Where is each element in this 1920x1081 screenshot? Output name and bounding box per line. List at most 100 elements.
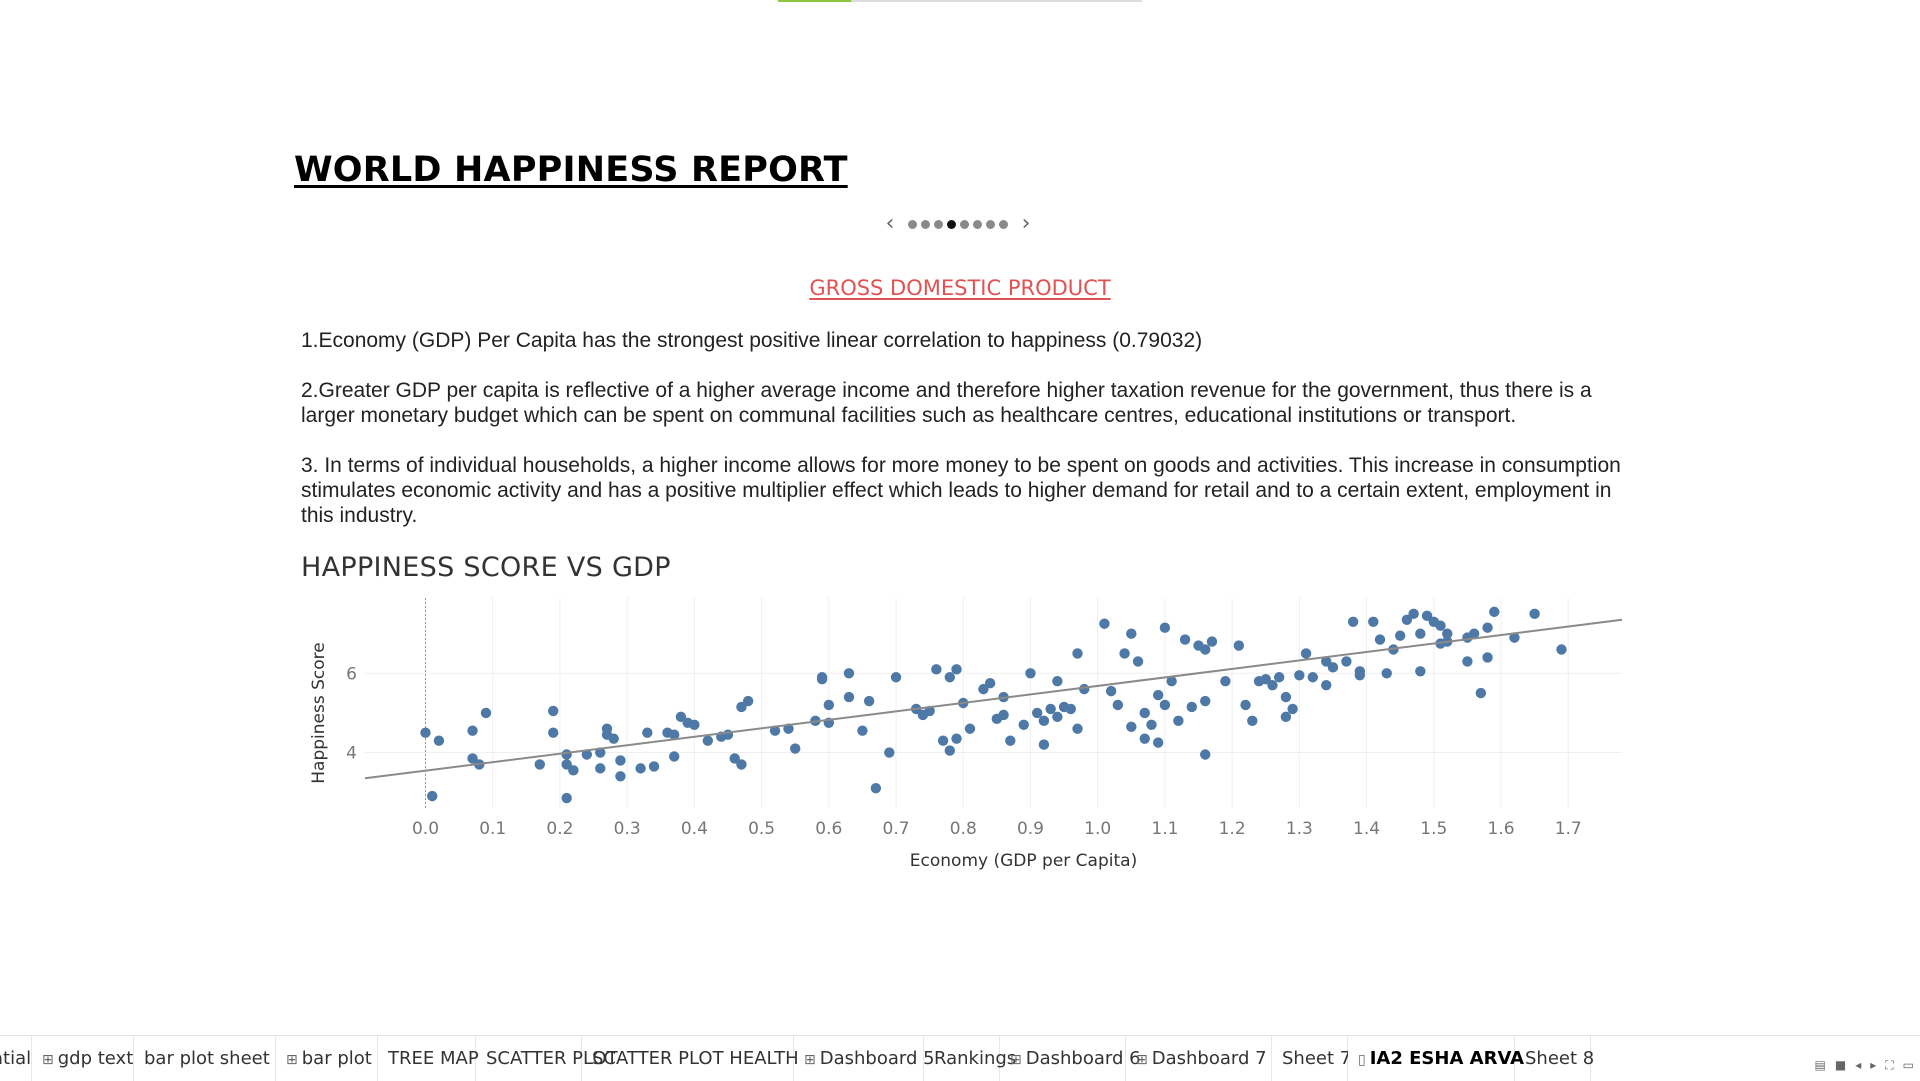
data-point[interactable] <box>1408 608 1419 620</box>
data-point[interactable] <box>1394 630 1406 641</box>
data-point[interactable] <box>1421 610 1433 622</box>
story-dot[interactable] <box>908 219 917 229</box>
data-point[interactable] <box>1152 737 1164 748</box>
data-point[interactable] <box>890 672 902 683</box>
sheet-tab[interactable]: Sheet 7 <box>1272 1036 1351 1081</box>
data-point[interactable] <box>1173 715 1184 727</box>
data-point[interactable] <box>1146 719 1157 730</box>
data-point[interactable] <box>823 699 835 711</box>
scroll-left-icon[interactable]: ◂ <box>1855 1058 1862 1072</box>
sheet-tab[interactable]: ⊞ Dashboard 5 <box>794 1036 935 1081</box>
data-point[interactable] <box>427 790 438 802</box>
data-point[interactable] <box>1321 679 1332 691</box>
data-point[interactable] <box>1220 676 1231 687</box>
data-point[interactable] <box>870 782 882 794</box>
data-point[interactable] <box>1038 739 1050 750</box>
data-point[interactable] <box>978 683 989 695</box>
sheet-sorter-icon[interactable]: ▤ <box>1814 1058 1826 1072</box>
data-point[interactable] <box>689 719 700 730</box>
data-point[interactable] <box>937 735 949 746</box>
data-point[interactable] <box>1052 676 1063 687</box>
data-point[interactable] <box>1139 707 1150 719</box>
data-point[interactable] <box>1119 648 1130 659</box>
data-point[interactable] <box>1065 703 1077 715</box>
data-point[interactable] <box>1031 707 1043 719</box>
data-point[interactable] <box>615 771 626 782</box>
data-point[interactable] <box>1179 634 1191 645</box>
sheet-tab[interactable]: ▯ IA2 ESHA ARVA <box>1348 1036 1524 1081</box>
data-point[interactable] <box>648 761 660 772</box>
data-point[interactable] <box>702 735 714 746</box>
data-point[interactable] <box>1273 672 1285 683</box>
data-point[interactable] <box>1260 674 1271 685</box>
data-point[interactable] <box>1462 656 1473 667</box>
sheet-tab[interactable]: ⊞ Dashboard 7 <box>1126 1036 1272 1081</box>
scroll-right-icon[interactable]: ▸ <box>1870 1058 1877 1072</box>
data-point[interactable] <box>420 727 431 738</box>
data-point[interactable] <box>467 753 478 764</box>
data-point[interactable] <box>1240 699 1251 711</box>
data-point[interactable] <box>1280 691 1292 703</box>
data-point[interactable] <box>736 759 747 770</box>
data-point[interactable] <box>998 709 1009 721</box>
data-point[interactable] <box>480 707 492 719</box>
sheet-tab[interactable]: bar plot sheet <box>134 1036 276 1081</box>
data-point[interactable] <box>951 733 962 744</box>
data-point[interactable] <box>675 711 687 723</box>
data-point[interactable] <box>1072 723 1083 734</box>
data-point[interactable] <box>601 723 613 734</box>
data-point[interactable] <box>1166 676 1177 687</box>
story-dot[interactable] <box>986 219 995 229</box>
data-point[interactable] <box>931 664 942 675</box>
data-point[interactable] <box>1300 648 1312 659</box>
sheet-tab[interactable]: ⊞ gdp text <box>32 1036 134 1081</box>
data-point[interactable] <box>1200 749 1211 760</box>
data-point[interactable] <box>608 733 619 744</box>
data-point[interactable] <box>1509 632 1520 643</box>
data-point[interactable] <box>1233 640 1245 651</box>
data-point[interactable] <box>561 792 572 804</box>
data-point[interactable] <box>1112 699 1124 711</box>
data-point[interactable] <box>1556 644 1567 655</box>
data-point[interactable] <box>1206 636 1218 647</box>
data-point[interactable] <box>1321 656 1332 667</box>
data-point[interactable] <box>1415 628 1426 639</box>
data-point[interactable] <box>581 749 593 760</box>
story-dot[interactable] <box>921 219 930 229</box>
data-point[interactable] <box>1072 648 1083 659</box>
sheet-tab[interactable]: SCATTER PLOT <box>476 1036 618 1081</box>
data-point[interactable] <box>561 749 572 760</box>
sheet-tab[interactable]: SCATTER PLOT HEALTH <box>582 1036 799 1081</box>
data-point[interactable] <box>1468 628 1480 639</box>
data-point[interactable] <box>1374 634 1386 645</box>
data-point[interactable] <box>635 763 646 774</box>
sheet-tab[interactable]: atial <box>0 1036 32 1081</box>
data-point[interactable] <box>1099 618 1110 629</box>
data-point[interactable] <box>790 743 801 754</box>
data-point[interactable] <box>1307 672 1318 683</box>
data-point[interactable] <box>1052 711 1063 723</box>
data-point[interactable] <box>1341 656 1352 667</box>
sheet-tab[interactable]: ⊞ bar plot <box>276 1036 378 1081</box>
filmstrip-icon[interactable]: ■ <box>1834 1058 1847 1072</box>
data-point[interactable] <box>433 735 445 746</box>
data-point[interactable] <box>642 727 653 738</box>
data-point[interactable] <box>944 672 956 683</box>
data-point[interactable] <box>857 725 868 736</box>
data-point[interactable] <box>1294 670 1305 681</box>
data-point[interactable] <box>1415 666 1426 677</box>
data-point[interactable] <box>1435 620 1446 631</box>
sheet-tab[interactable]: TREE MAP <box>378 1036 479 1081</box>
data-point[interactable] <box>1482 652 1493 663</box>
data-point[interactable] <box>1475 687 1487 699</box>
data-point[interactable] <box>816 672 828 683</box>
data-point[interactable] <box>843 668 855 679</box>
data-point[interactable] <box>1139 733 1150 744</box>
data-point[interactable] <box>1327 662 1339 673</box>
data-point[interactable] <box>944 745 956 756</box>
data-point[interactable] <box>561 759 572 770</box>
data-point[interactable] <box>1018 719 1029 730</box>
sheet-tab[interactable]: Rankings <box>924 1036 1016 1081</box>
data-point[interactable] <box>736 701 747 713</box>
data-point[interactable] <box>1038 715 1050 727</box>
